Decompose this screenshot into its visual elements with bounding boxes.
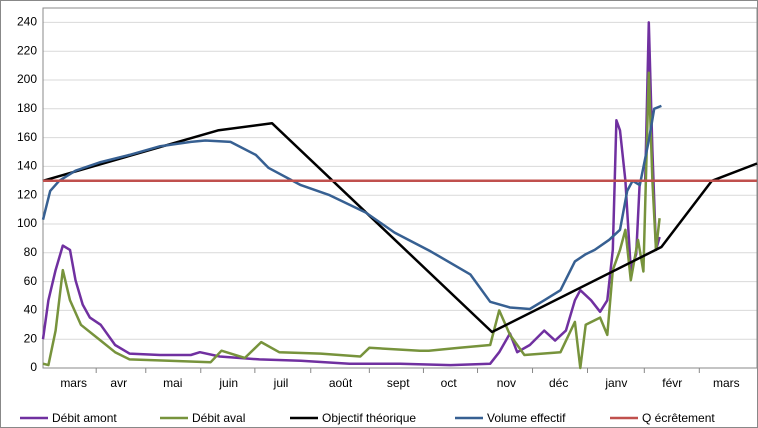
legend-label: Q écrêtement: [642, 411, 715, 425]
y-tick-label: 200: [17, 72, 37, 86]
x-tick-label: oct: [441, 376, 458, 390]
legend-label: Débit amont: [52, 411, 117, 425]
y-tick-label: 120: [17, 187, 37, 201]
legend-label: Volume effectif: [487, 411, 566, 425]
x-tick-label: nov: [497, 376, 516, 390]
series-line: [41, 104, 662, 311]
y-tick-label: 0: [30, 360, 37, 374]
y-tick-label: 160: [17, 130, 37, 144]
x-tick-label: mars: [60, 376, 87, 390]
y-tick-label: 100: [17, 216, 37, 230]
plot-frame: [42, 7, 758, 369]
x-tick-label: sept: [387, 376, 410, 390]
y-tick-label: 20: [24, 331, 38, 345]
x-tick-label: mars: [713, 376, 740, 390]
y-tick-label: 40: [24, 303, 38, 317]
x-tick-label: janv: [604, 376, 627, 390]
y-tick-label: 80: [24, 245, 38, 259]
y-tick-label: 220: [17, 43, 37, 57]
legend-label: Débit aval: [192, 411, 245, 425]
y-tick-label: 60: [24, 274, 38, 288]
y-tick-label: 180: [17, 101, 37, 115]
x-tick-label: mai: [163, 376, 182, 390]
x-tick-label: août: [329, 376, 353, 390]
x-tick-label: févr: [662, 376, 682, 390]
y-tick-label: 140: [17, 159, 37, 173]
x-tick-label: avr: [110, 376, 127, 390]
x-tick-label: juin: [218, 376, 238, 390]
x-tick-label: juil: [273, 376, 289, 390]
legend-label: Objectif théorique: [322, 411, 416, 425]
x-tick-label: déc: [549, 376, 568, 390]
y-tick-label: 240: [17, 15, 37, 29]
series-line: [42, 71, 661, 370]
